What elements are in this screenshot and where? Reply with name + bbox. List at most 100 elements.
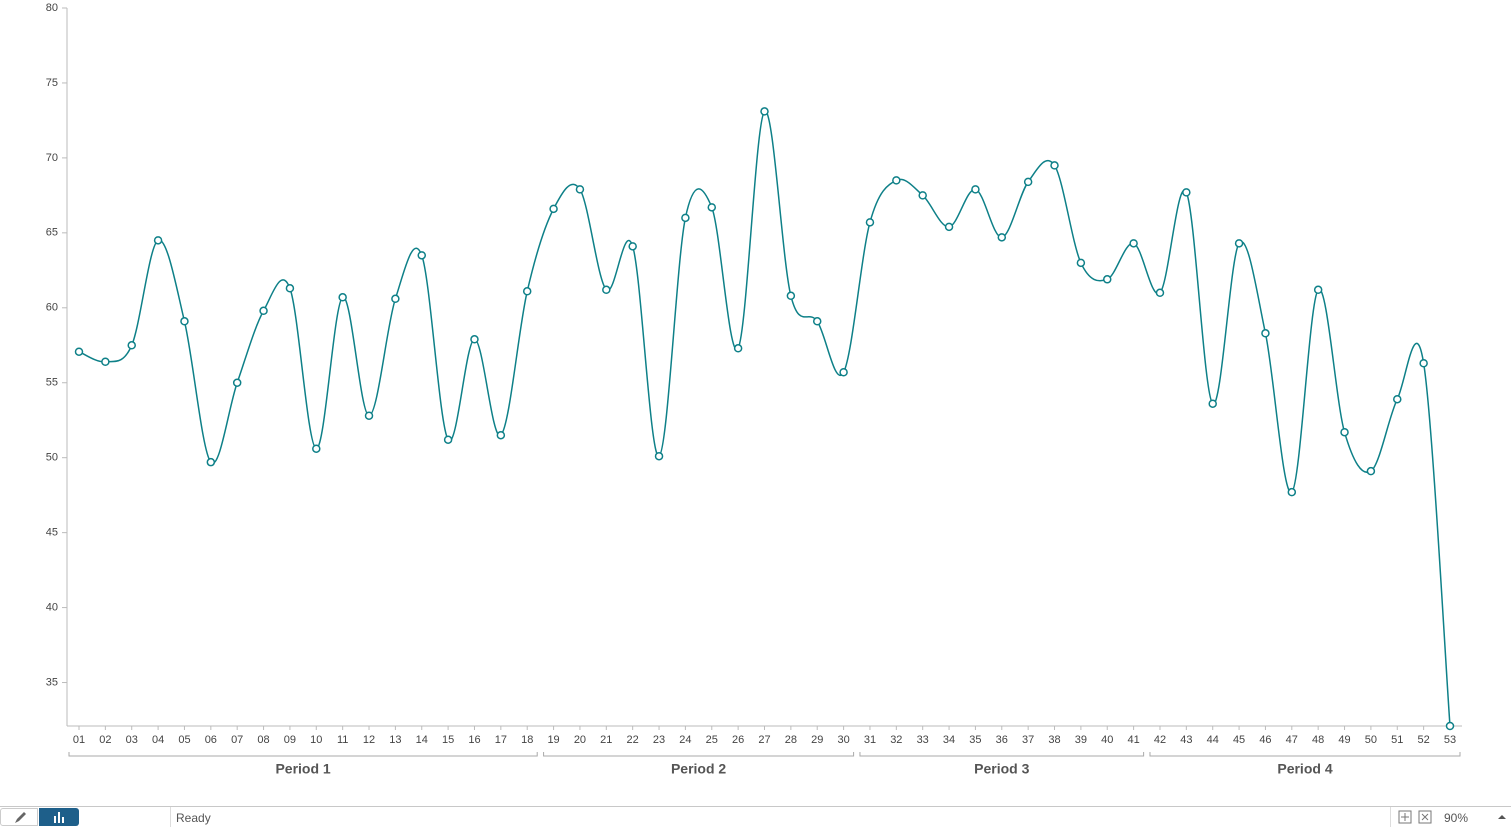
marker xyxy=(681,213,690,223)
x-tick-label: 23 xyxy=(653,734,665,746)
marker xyxy=(522,287,532,296)
marker xyxy=(232,378,242,387)
x-tick-label: 51 xyxy=(1391,734,1403,746)
x-tick-label: 07 xyxy=(231,734,243,746)
x-tick-label: 50 xyxy=(1365,734,1377,746)
x-tick-label: 45 xyxy=(1233,734,1245,746)
x-tick-label: 49 xyxy=(1338,734,1350,746)
marker xyxy=(575,185,585,194)
marker xyxy=(153,236,163,245)
marker xyxy=(733,344,743,353)
x-tick-label: 46 xyxy=(1259,734,1271,746)
x-tick-label: 11 xyxy=(337,734,348,746)
y-tick-label: 75 xyxy=(46,77,58,89)
x-tick-label: 12 xyxy=(363,734,375,746)
marker xyxy=(892,176,901,185)
marker xyxy=(470,335,479,344)
x-tick-label: 38 xyxy=(1048,734,1060,746)
x-tick-label: 18 xyxy=(521,734,533,746)
x-tick-label: 21 xyxy=(600,734,612,746)
x-tick-label: 19 xyxy=(547,734,559,746)
x-tick-label: 33 xyxy=(917,734,929,746)
marker xyxy=(417,251,426,260)
x-tick-label: 13 xyxy=(389,734,401,746)
x-tick-label: 41 xyxy=(1127,734,1139,746)
marker xyxy=(918,191,927,200)
chart-view-button[interactable] xyxy=(39,808,79,826)
y-tick-label: 55 xyxy=(46,377,58,389)
x-tick-label: 47 xyxy=(1286,734,1298,746)
x-tick-label: 10 xyxy=(310,734,322,746)
group-label: Period 2 xyxy=(671,761,726,777)
chart: 35 40 45 50 55 60 65 70 75 80 01 02 03 04 05 06 07 08 09 10… xyxy=(46,2,1462,777)
marker xyxy=(1393,394,1402,404)
marker xyxy=(1103,275,1112,284)
group-label: Period 1 xyxy=(275,761,330,777)
x-tick-label: 35 xyxy=(969,734,981,746)
marker xyxy=(839,367,848,377)
x-tick-label: 20 xyxy=(574,734,586,746)
y-tick-label: 70 xyxy=(46,152,58,164)
x-tick-label: 44 xyxy=(1207,734,1219,746)
marker xyxy=(74,347,84,356)
scroll-up[interactable] xyxy=(1497,812,1507,822)
x-tick-label: 48 xyxy=(1312,734,1324,746)
x-tick-label: 22 xyxy=(627,734,639,746)
marker xyxy=(496,430,506,440)
y-tick-label: 60 xyxy=(46,302,58,314)
marker xyxy=(180,317,189,326)
y-tick-label: 50 xyxy=(46,452,58,464)
fit-button[interactable] xyxy=(1398,810,1412,824)
group-bracket xyxy=(859,752,1145,757)
marker xyxy=(1155,288,1165,298)
marker xyxy=(312,444,321,453)
x-tick-label: 42 xyxy=(1154,734,1166,746)
x-tick-label: 31 xyxy=(864,734,876,746)
x-tick-label: 06 xyxy=(205,734,217,746)
marker xyxy=(259,306,268,316)
x-tick-label: 17 xyxy=(495,734,507,746)
marker xyxy=(285,284,295,293)
x-tick-label: 43 xyxy=(1180,734,1192,746)
marker xyxy=(760,107,769,116)
marker xyxy=(865,218,875,227)
x-tick-label: 34 xyxy=(943,734,955,746)
marker xyxy=(549,204,558,214)
x-tick-label: 24 xyxy=(679,734,691,746)
group-bracket xyxy=(68,752,538,757)
marker xyxy=(364,411,374,420)
group-label: Period 4 xyxy=(1277,761,1332,777)
marker xyxy=(1445,721,1455,731)
edit-button[interactable] xyxy=(0,808,38,826)
fullscreen-button[interactable] xyxy=(1418,810,1432,824)
x-tick-label: 03 xyxy=(126,734,138,746)
x-tick-label: 36 xyxy=(996,734,1008,746)
x-tick-label: 16 xyxy=(468,734,480,746)
marker xyxy=(1261,329,1270,338)
marker xyxy=(944,222,954,232)
group-bracket xyxy=(543,752,855,757)
x-tick-label: 29 xyxy=(811,734,823,746)
group-bracket xyxy=(1149,752,1461,757)
marker xyxy=(1313,285,1323,295)
marker xyxy=(654,451,664,461)
marker xyxy=(1182,188,1191,197)
x-tick-label: 02 xyxy=(99,734,111,746)
marker xyxy=(1287,487,1297,497)
marker xyxy=(628,242,637,251)
group-label: Period 3 xyxy=(974,761,1029,777)
y-tick-label: 45 xyxy=(46,527,58,539)
x-tick-label: 53 xyxy=(1444,734,1456,746)
x-tick-label: 40 xyxy=(1101,734,1113,746)
x-tick-label: 32 xyxy=(890,734,902,746)
marker xyxy=(127,341,136,350)
y-tick-label: 65 xyxy=(46,227,58,239)
x-tick-label: 08 xyxy=(257,734,269,746)
marker xyxy=(443,435,453,444)
marker xyxy=(707,203,717,212)
marker xyxy=(206,457,216,467)
marker xyxy=(1208,399,1217,408)
marker xyxy=(1366,466,1376,476)
marker xyxy=(1050,161,1059,170)
y-tick-label: 80 xyxy=(46,2,58,14)
